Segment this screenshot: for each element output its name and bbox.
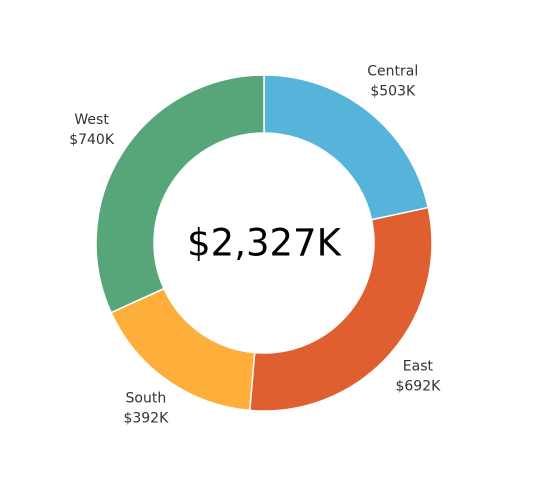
slice-label-west: West $740K <box>69 112 115 148</box>
slice-name-south: South <box>126 391 167 407</box>
slice-value-east: $692K <box>395 378 441 394</box>
slice-value-south: $392K <box>123 411 169 427</box>
slice-east[interactable] <box>248 206 433 412</box>
slice-name-west: West <box>74 112 109 128</box>
slice-value-west: $740K <box>69 132 115 148</box>
labels-layer: Central $503K East $692K South $392K West $740K <box>69 63 441 426</box>
center-total-label: $2,327K <box>187 222 342 265</box>
slice-label-south: South $392K <box>123 391 169 427</box>
slice-label-central: Central $503K <box>367 63 418 99</box>
slices-layer <box>95 74 433 412</box>
slice-value-central: $503K <box>370 83 416 99</box>
slice-west[interactable] <box>95 74 265 314</box>
slice-name-east: East <box>403 358 434 374</box>
slice-label-east: East $692K <box>395 358 441 394</box>
slice-name-central: Central <box>367 63 418 79</box>
